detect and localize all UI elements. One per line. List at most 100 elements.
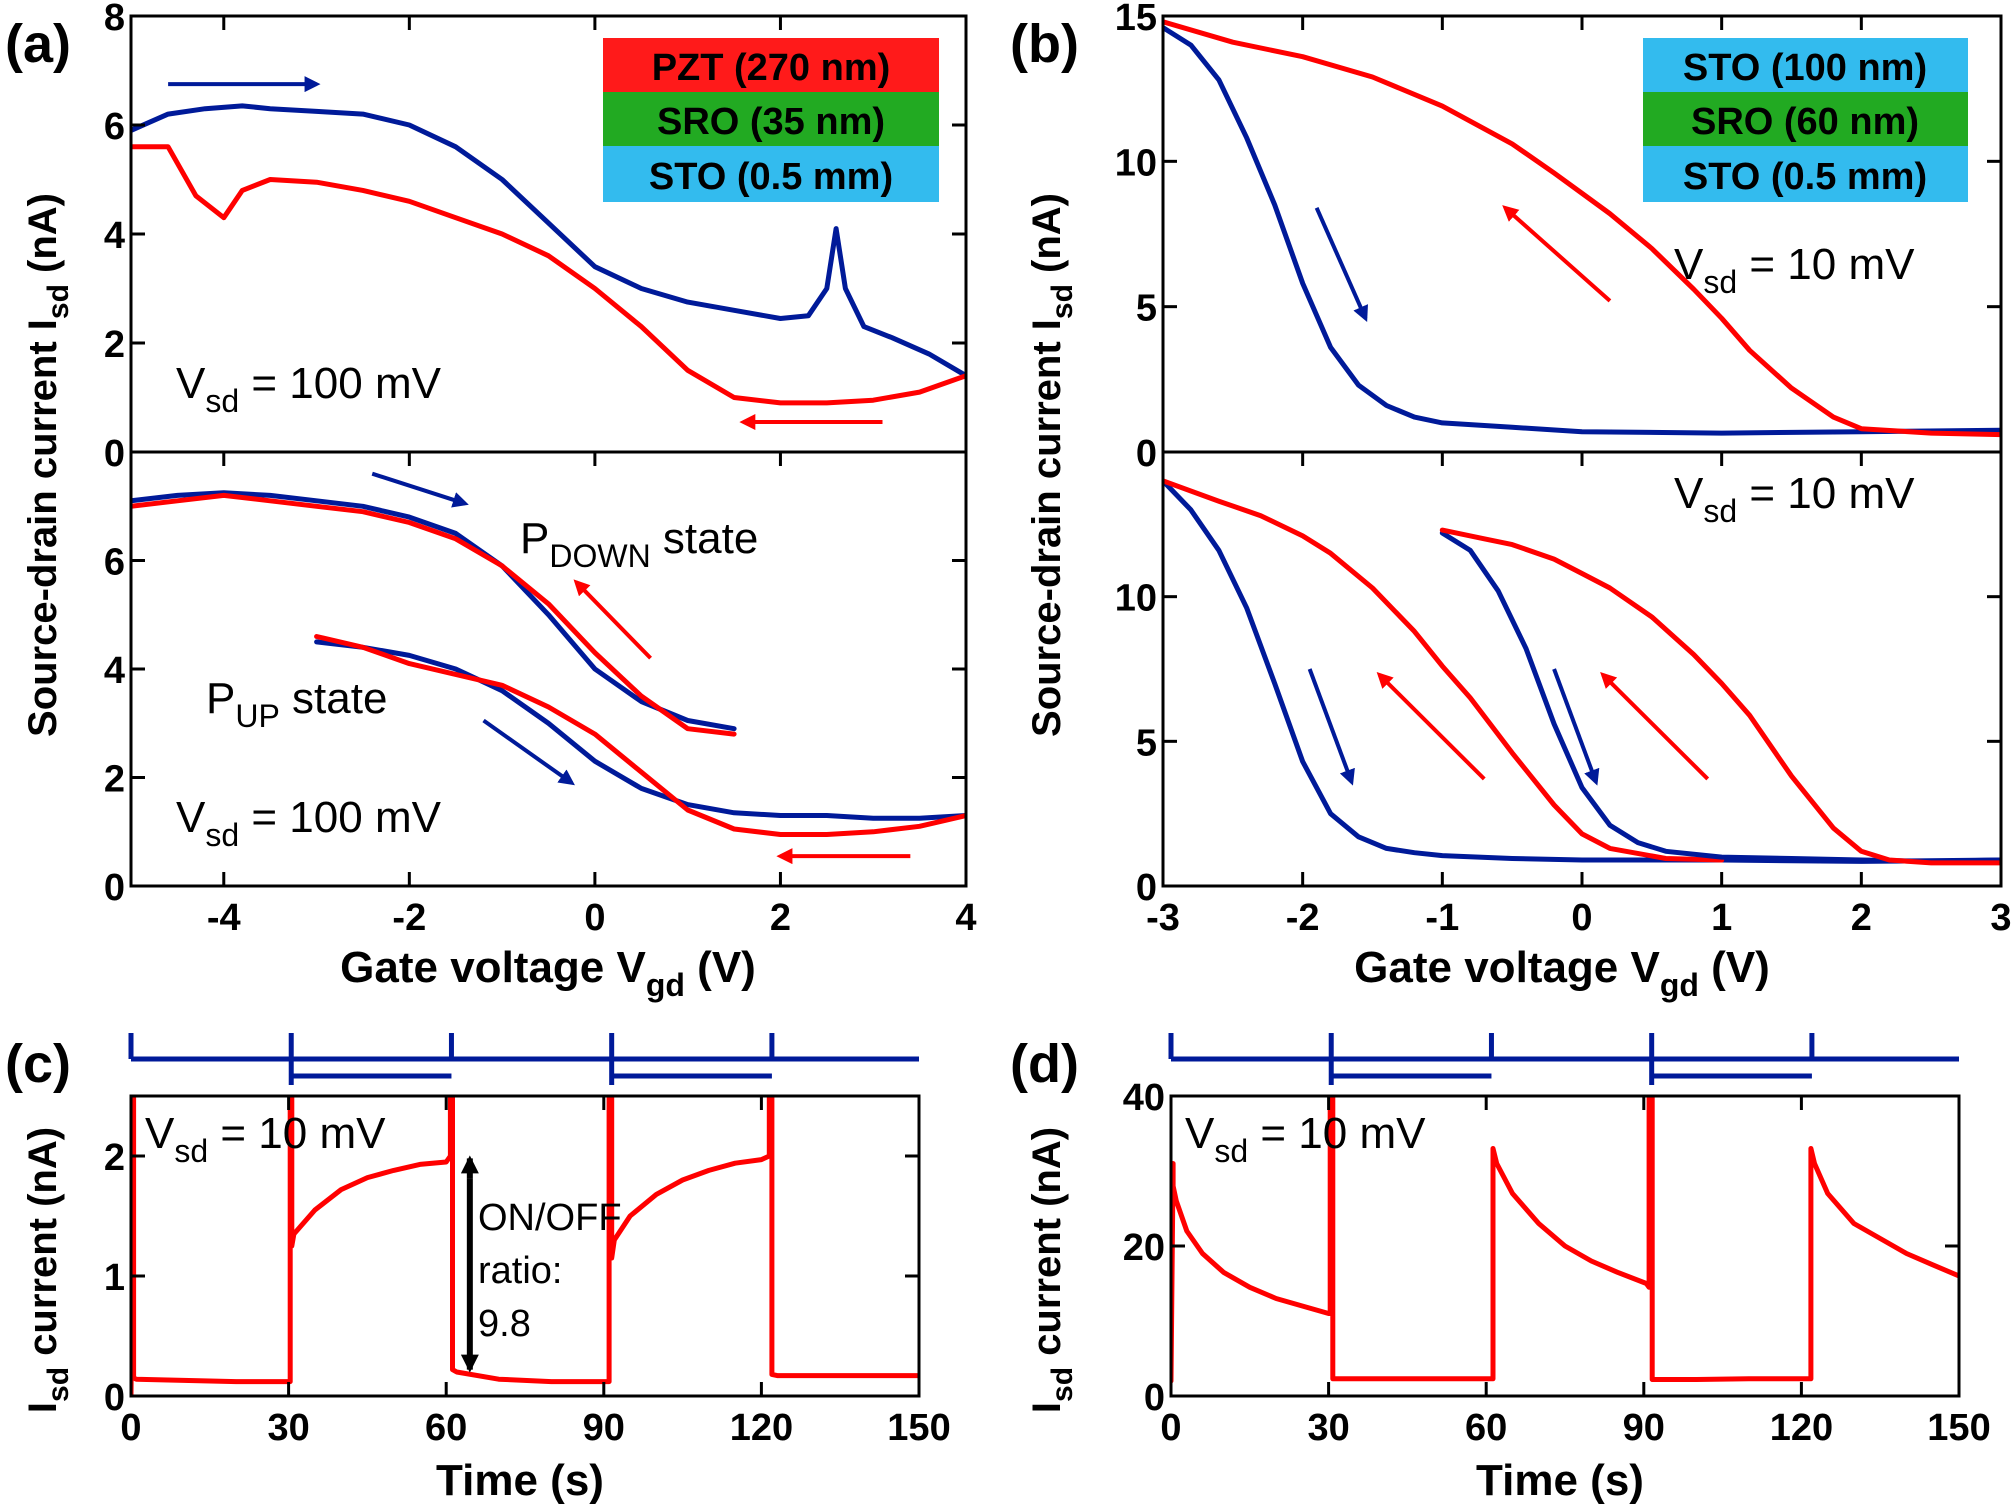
d-ytick-label: 40: [1123, 1077, 1165, 1119]
b_bottom-xtick-label: -1: [1425, 897, 1459, 939]
b_bottom-xtick-label: 0: [1571, 897, 1592, 939]
legend-label-sro-b: SRO (60 nm): [1691, 101, 1919, 143]
b_bottom-xtick-label: -2: [1286, 897, 1320, 939]
a_bottom-direction-arrow-2: [573, 579, 652, 660]
d-xtick-label: 120: [1770, 1407, 1833, 1449]
d-series-line-1: [1171, 1095, 1959, 1384]
legend-layer-sro-b: [1643, 92, 1968, 146]
svg-text:Source-drain current Isd (nA): Source-drain current Isd (nA): [1025, 193, 1079, 737]
d-xtick-label: 90: [1623, 1407, 1665, 1449]
d-xtick-label: 30: [1307, 1407, 1349, 1449]
legend-layer-sto-top: [1643, 38, 1968, 92]
d-xtick-label: 60: [1465, 1407, 1507, 1449]
legend-layer-pzt: [603, 38, 939, 92]
c-xtick-label: 60: [425, 1407, 467, 1449]
b_bottom-xtick-label: 2: [1851, 897, 1872, 939]
a_bottom-xtick-label: 4: [955, 897, 976, 939]
panel-label-d: (d): [1010, 1034, 1079, 1094]
b_bottom-direction-arrow-4: [1600, 671, 1710, 781]
b_bottom-xtick-label: 3: [1990, 897, 2011, 939]
a_bottom-ytick-label: 4: [104, 650, 125, 692]
a_bottom-series-line-2: [131, 492, 737, 737]
b_bottom-series-line-4: [1439, 527, 2001, 866]
annotation-vsd-b-top: Vsd = 10 mV: [1674, 240, 1915, 300]
a_bottom-ytick-label: 2: [104, 759, 125, 801]
d-ytick-label: 0: [1144, 1377, 1165, 1419]
c-xtick-label: 150: [887, 1407, 950, 1449]
annotation-pdown-state: PDOWN state: [520, 514, 758, 574]
svg-text:Source-drain current Isd (nA): Source-drain current Isd (nA): [21, 193, 75, 737]
b_top-direction-arrow-2: [1502, 205, 1612, 303]
ylabel-c: Isd current (nA): [21, 1127, 75, 1413]
b_top-ytick-label: 10: [1115, 142, 1157, 184]
panel-label-c: (c): [5, 1034, 71, 1094]
a_top-ytick-label: 8: [104, 0, 125, 39]
xlabel-c: Time (s): [436, 1456, 604, 1504]
annotation-vsd-a-bottom: Vsd = 100 mV: [176, 793, 442, 853]
c-ytick-label: 2: [104, 1137, 125, 1179]
c-series-line-1: [131, 1095, 919, 1397]
a_bottom-direction-arrow-3: [482, 718, 575, 786]
plot-b_top: 0 5 10 15: [1115, 0, 2003, 475]
svg-text:Isd current (nA): Isd current (nA): [21, 1127, 75, 1413]
xlabel-d: Time (s): [1476, 1456, 1644, 1504]
annotation-vsd-b-bottom: Vsd = 10 mV: [1674, 469, 1915, 529]
annotation-pup-state: PUP state: [206, 674, 387, 734]
ylabel-a: Source-drain current Isd (nA): [21, 193, 75, 737]
a_top-ytick-label: 4: [104, 215, 125, 257]
legend-stack-b: STO (100 nm) SRO (60 nm) STO (0.5 mm): [1643, 38, 1968, 202]
b_bottom-ytick-label: 0: [1136, 867, 1157, 909]
legend-label-sto: STO (0.5 mm): [649, 156, 893, 198]
b_bottom-xtick-label: -3: [1146, 897, 1180, 939]
b_bottom-xtick-label: 1: [1711, 897, 1732, 939]
b_bottom-series-line-2: [1163, 478, 1725, 863]
a_bottom-xtick-label: -2: [392, 897, 426, 939]
c-xtick-label: 30: [267, 1407, 309, 1449]
c-xtick-label: 90: [583, 1407, 625, 1449]
b_bottom-ytick-label: 5: [1136, 722, 1157, 764]
c-xtick-label: 0: [120, 1407, 141, 1449]
b_top-ytick-label: 15: [1115, 0, 1157, 39]
c-axes-frame: [129, 1094, 921, 1398]
b_bottom-direction-arrow-3: [1552, 668, 1600, 786]
b_top-ytick-label: 0: [1136, 433, 1157, 475]
legend-label-sto-sub: STO (0.5 mm): [1683, 156, 1927, 198]
plot-d: 0 20 40 0 30 60 90 120 150: [1123, 1033, 1991, 1449]
xlabel-b: Gate voltage Vgd (V): [1354, 943, 1770, 1003]
d-xtick-label: 150: [1927, 1407, 1990, 1449]
b_top-ytick-label: 5: [1136, 288, 1157, 330]
a_bottom-series-line-1: [131, 490, 737, 732]
c-ytick-label: 1: [104, 1257, 125, 1299]
b_bottom-direction-arrow-1: [1307, 668, 1355, 786]
b_bottom-ytick-label: 10: [1115, 578, 1157, 620]
on-off-label-line2: ratio:: [478, 1250, 562, 1292]
legend-label-pzt: PZT (270 nm): [652, 47, 891, 89]
ylabel-b: Source-drain current Isd (nA): [1025, 193, 1079, 737]
a_top-ytick-label: 6: [104, 106, 125, 148]
plot-b_bottom: 0 5 10 -3 -2 -1 0 1 2 3: [1115, 450, 2012, 939]
a_top-series-line-2: [131, 144, 966, 406]
b_bottom-direction-arrow-2: [1376, 671, 1486, 781]
b_top-series-line-2: [1163, 19, 2001, 438]
a_top-series-line-1: [131, 103, 966, 379]
annotation-vsd-a-top: Vsd = 100 mV: [176, 359, 442, 419]
legend-layer-sto: [603, 146, 939, 202]
a_bottom-xtick-label: 2: [770, 897, 791, 939]
panel-label-b: (b): [1010, 14, 1079, 74]
a_bottom-direction-arrow-1: [371, 471, 469, 508]
legend-layer-sro: [603, 92, 939, 146]
b_top-series-line-1: [1163, 25, 2001, 436]
a_top-ytick-label: 0: [104, 433, 125, 475]
annotation-vsd-c: Vsd = 10 mV: [145, 1109, 386, 1169]
plot-a_bottom: 0 2 4 6 -4 -2 0 2 4: [104, 450, 977, 939]
a_bottom-series-line-3: [314, 639, 966, 821]
d-xtick-label: 0: [1160, 1407, 1181, 1449]
legend-stack-a: PZT (270 nm) SRO (35 nm) STO (0.5 mm): [603, 38, 939, 202]
b_top-direction-arrow-1: [1314, 207, 1368, 322]
a_bottom-ytick-label: 0: [104, 867, 125, 909]
on-off-label-line3: 9.8: [478, 1303, 531, 1345]
xlabel-a: Gate voltage Vgd (V): [340, 943, 756, 1003]
panel-label-a: (a): [5, 14, 71, 74]
